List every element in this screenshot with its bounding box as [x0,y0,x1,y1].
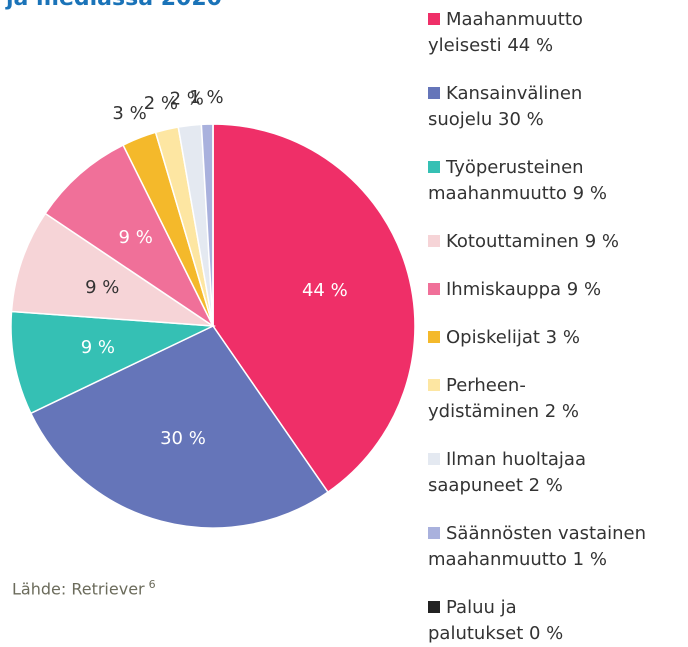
legend-item: Ihmiskauppa 9 % [428,277,646,303]
pie-slice [10,310,216,415]
data-label: 9 % [85,277,119,298]
legend-swatch [428,161,440,173]
pie-slice [29,325,329,529]
legend-swatch [428,331,440,343]
legend-item: Perheen- ydistäminen 2 % [428,373,646,425]
legend-swatch [428,379,440,391]
data-label: 2 % [144,93,178,114]
source-note: 6 [148,578,156,591]
legend-label: Ilman huoltajaa saapuneet 2 % [428,449,586,496]
legend-label: Kotouttaminen 9 % [446,231,619,252]
legend-swatch [428,13,440,25]
legend-item: Ilman huoltajaa saapuneet 2 % [428,447,646,499]
legend-swatch [428,601,440,613]
legend-item: Työperusteinen maahanmuutto 9 % [428,155,646,207]
source-text: Lähde: Retriever [12,579,145,599]
data-label: 2 % [170,89,204,110]
legend-swatch [428,527,440,539]
legend-label: Säännösten vastainen maahanmuutto 1 % [428,523,646,570]
legend-item: Kansainvälinen suojelu 30 % [428,81,646,133]
pie-slice [10,212,216,327]
legend-label: Perheen- ydistäminen 2 % [428,375,579,422]
legend-label: Opiskelijat 3 % [446,327,580,348]
page: ja mediassa 2020 44 %30 %9 %9 %9 %3 %2 %… [6,0,646,644]
legend: Maahanmuutto yleisesti 44 % Kansainväline… [428,7,646,647]
data-label: 9 % [81,337,115,358]
data-label: 30 % [160,428,206,449]
legend-label: Ihmiskauppa 9 % [446,279,602,300]
legend-item: Maahanmuutto yleisesti 44 % [428,7,646,59]
legend-label: Kansainvälinen suojelu 30 % [428,83,583,130]
data-label: 44 % [302,280,348,301]
pie-slice [212,123,416,494]
chart-title: ja mediassa 2020 [6,0,222,11]
legend-label: Paluu ja palutukset 0 % [428,597,564,644]
legend-item: Paluu ja palutukset 0 % [428,595,646,647]
legend-swatch [428,235,440,247]
data-label: 9 % [119,227,153,248]
source: Lähde: Retriever 6 [12,578,156,598]
legend-label: Maahanmuutto yleisesti 44 % [428,9,583,56]
data-label: 1 % [189,87,223,108]
legend-swatch [428,453,440,465]
data-label: 3 % [112,103,146,124]
chart: 44 %30 %9 %9 %9 %3 %2 %2 %1 % [10,87,416,529]
legend-item: Kotouttaminen 9 % [428,229,646,255]
legend-label: Työperusteinen maahanmuutto 9 % [428,157,607,204]
legend-item: Säännösten vastainen maahanmuutto 1 % [428,521,646,573]
legend-swatch [428,283,440,295]
pie-slice [44,144,215,329]
legend-swatch [428,87,440,99]
legend-item: Opiskelijat 3 % [428,325,646,351]
